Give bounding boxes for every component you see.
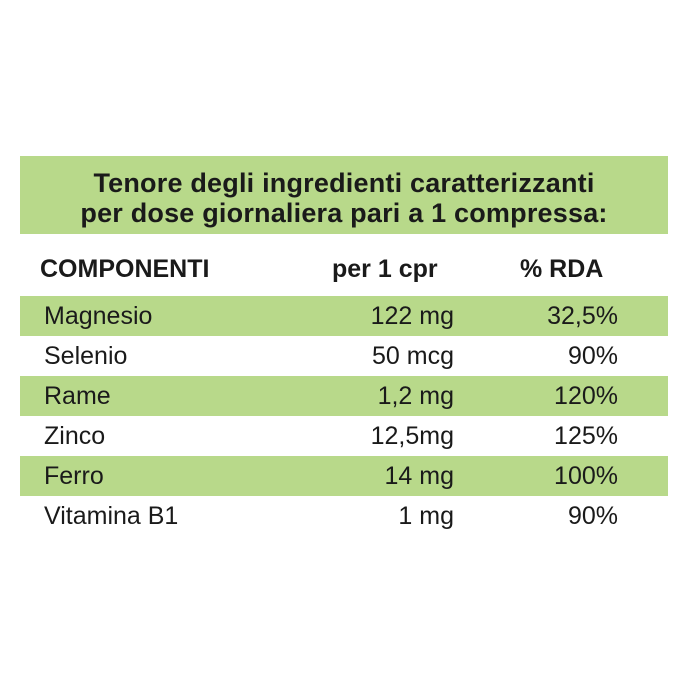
row-qty: 14 mg [384, 462, 454, 490]
row-name: Rame [44, 382, 111, 410]
table-row-vitamina-b1: Vitamina B1 1 mg 90% [20, 496, 668, 536]
row-qty: 1,2 mg [377, 382, 454, 410]
header-componenti: COMPONENTI [40, 255, 210, 283]
row-rda: 90% [567, 502, 618, 530]
table-row-zinco: Zinco 12,5mg 125% [20, 416, 668, 456]
row-qty: 50 mcg [372, 342, 454, 370]
table-row-magnesio: Magnesio 122 mg 32,5% [20, 296, 668, 336]
table-header-row: COMPONENTI per 1 cpr % RDA [20, 234, 668, 296]
row-name: Zinco [44, 422, 106, 450]
row-qty: 122 mg [370, 302, 454, 330]
row-rda: 120% [554, 382, 618, 410]
row-name: Vitamina B1 [44, 502, 179, 530]
row-rda: 100% [554, 462, 618, 490]
row-name: Magnesio [44, 302, 153, 330]
row-rda: 90% [567, 342, 618, 370]
nutrition-table: Tenore degli ingredienti caratterizzanti… [20, 156, 668, 536]
table-title-line-1: Tenore degli ingredienti caratterizzanti [93, 168, 595, 198]
header-rda: % RDA [520, 255, 604, 283]
header-per-cpr: per 1 cpr [332, 255, 438, 283]
row-name: Ferro [44, 462, 104, 490]
row-rda: 32,5% [547, 302, 618, 330]
row-qty: 12,5mg [370, 422, 454, 450]
table-row-rame: Rame 1,2 mg 120% [20, 376, 668, 416]
row-qty: 1 mg [398, 502, 454, 530]
row-name: Selenio [44, 342, 128, 370]
table-title-box: Tenore degli ingredienti caratterizzanti… [20, 156, 668, 234]
table-title-line-2: per dose giornaliera pari a 1 compressa: [80, 198, 608, 228]
table-row-ferro: Ferro 14 mg 100% [20, 456, 668, 496]
row-rda: 125% [554, 422, 618, 450]
table-row-selenio: Selenio 50 mcg 90% [20, 336, 668, 376]
